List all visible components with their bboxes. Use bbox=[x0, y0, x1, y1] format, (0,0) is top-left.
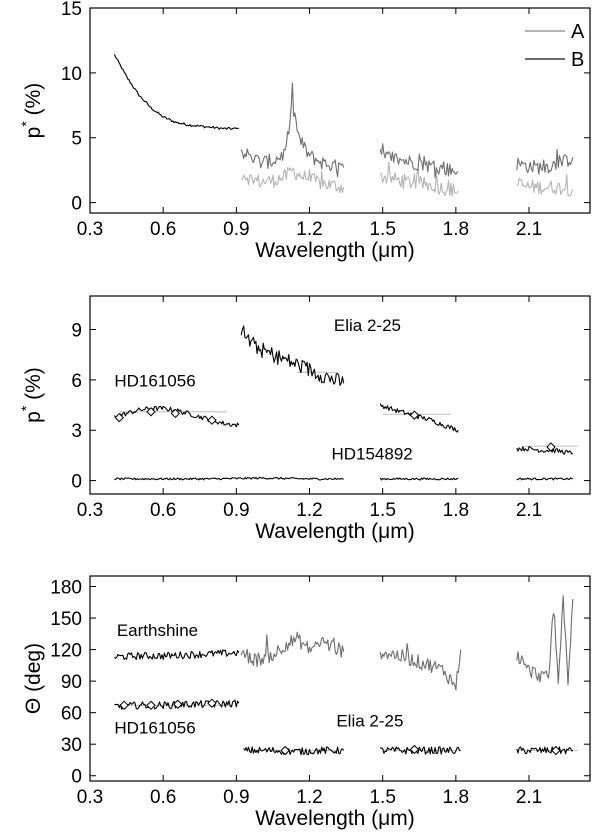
diamond-marker bbox=[280, 745, 290, 756]
series-line-elia-2-25 bbox=[516, 746, 574, 755]
series-line-hd154892 bbox=[114, 476, 344, 481]
bottom-panel: 0.3 0.6 0.9 1.2 1.5 1.8 2.1 0 30 60 90 120 150 180 Wav… bbox=[22, 575, 591, 830]
y-tick-label: 180 bbox=[50, 578, 82, 599]
diamond-marker bbox=[173, 699, 183, 709]
series-line-hd154892 bbox=[516, 477, 574, 481]
x-tick-label: 0.3 bbox=[77, 219, 103, 240]
data-layer bbox=[113, 325, 578, 481]
y-tick-label: 6 bbox=[71, 371, 82, 392]
diamond-marker bbox=[409, 410, 420, 420]
x-axis-title: Wavelength (μm) bbox=[255, 239, 415, 262]
x-tick-label: 2.1 bbox=[516, 500, 542, 521]
legend-label: A bbox=[571, 21, 585, 43]
x-tick-label: 1.5 bbox=[369, 500, 395, 521]
x-tick-label: 1.5 bbox=[369, 219, 395, 240]
series-line-earthshine bbox=[516, 595, 574, 686]
top-panel: 0.3 0.6 0.9 1.2 1.5 1.8 2.1 0 5 10 15 Wavelength (μ… bbox=[18, 0, 591, 262]
y-tick-label: 9 bbox=[71, 321, 82, 342]
x-tick-label: 0.9 bbox=[223, 219, 249, 240]
x-tick-label: 1.8 bbox=[443, 219, 469, 240]
diamond-marker bbox=[114, 412, 124, 423]
series-annotation: HD161056 bbox=[114, 372, 195, 391]
series-annotation: HD161056 bbox=[114, 719, 195, 738]
y-tick-label: 15 bbox=[61, 0, 82, 20]
y-tick-label: 0 bbox=[71, 194, 82, 215]
x-tick-label: 0.6 bbox=[150, 500, 176, 521]
y-tick-label: 90 bbox=[61, 672, 82, 693]
series-line-earthshine bbox=[240, 631, 345, 668]
y-tick-label: 3 bbox=[71, 421, 82, 442]
y-tick-label: 60 bbox=[61, 704, 82, 725]
series-line-a bbox=[516, 174, 574, 197]
series-line-main bbox=[113, 54, 240, 130]
y-tick-label: 5 bbox=[71, 129, 82, 150]
x-tick-label: 0.9 bbox=[223, 787, 249, 808]
x-tick-label: 0.3 bbox=[77, 500, 103, 521]
diamond-marker bbox=[170, 408, 181, 419]
series-line-hd161056 bbox=[379, 403, 459, 433]
series-line-hd154892 bbox=[379, 477, 459, 481]
diamond-marker bbox=[146, 407, 156, 417]
diamond-marker bbox=[207, 415, 217, 425]
diamond-marker bbox=[409, 744, 420, 755]
series-line-elia-2-25 bbox=[240, 325, 345, 386]
x-tick-label: 0.6 bbox=[150, 787, 176, 808]
x-tick-label: 1.8 bbox=[443, 787, 469, 808]
diamond-marker bbox=[119, 700, 129, 711]
x-tick-label: 0.3 bbox=[77, 787, 103, 808]
x-axis-title: Wavelength (μm) bbox=[255, 520, 415, 543]
series-line-b bbox=[240, 82, 345, 178]
legend-label: B bbox=[571, 49, 584, 71]
series-line-b bbox=[516, 148, 574, 175]
series-line-earthshine bbox=[379, 642, 462, 691]
x-tick-label: 1.5 bbox=[369, 787, 395, 808]
diamond-marker bbox=[146, 700, 156, 711]
plot-frame bbox=[89, 295, 591, 495]
series-line-a bbox=[379, 161, 459, 197]
y-tick-label: 0 bbox=[71, 472, 82, 493]
series-line-b bbox=[379, 143, 459, 178]
y-axis-title: p* (%) bbox=[18, 83, 45, 139]
y-axis-title: Θ (deg) bbox=[22, 643, 45, 714]
x-tick-label: 0.9 bbox=[223, 500, 249, 521]
data-layer bbox=[113, 54, 574, 197]
diamond-marker bbox=[546, 442, 556, 452]
data-layer bbox=[114, 595, 578, 756]
x-tick-label: 1.2 bbox=[296, 787, 322, 808]
series-annotation: Elia 2-25 bbox=[334, 316, 401, 335]
series-line-elia-2-25 bbox=[243, 746, 345, 756]
x-tick-label: 2.1 bbox=[516, 219, 542, 240]
y-tick-label: 30 bbox=[61, 735, 82, 756]
x-tick-label: 1.8 bbox=[443, 500, 469, 521]
x-tick-label: 1.2 bbox=[296, 500, 322, 521]
x-tick-label: 2.1 bbox=[516, 787, 542, 808]
series-annotation: HD154892 bbox=[331, 445, 412, 464]
series-line-elia-2-25 bbox=[380, 746, 461, 755]
series-line-a bbox=[240, 167, 345, 194]
x-tick-label: 0.6 bbox=[150, 219, 176, 240]
diamond-marker bbox=[551, 745, 561, 756]
y-tick-label: 150 bbox=[50, 609, 82, 630]
series-annotation: Elia 2-25 bbox=[336, 711, 403, 730]
y-tick-label: 10 bbox=[61, 64, 82, 85]
y-tick-label: 0 bbox=[71, 767, 82, 788]
plot-frame bbox=[89, 7, 591, 214]
middle-panel: 0.3 0.6 0.9 1.2 1.5 1.8 2.1 0 3 6 9 Wavelength (μm)… bbox=[18, 295, 591, 543]
diamond-marker bbox=[207, 698, 217, 708]
series-annotation: Earthshine bbox=[117, 621, 198, 640]
plot-frame bbox=[89, 575, 591, 782]
y-axis-title: p* (%) bbox=[18, 367, 45, 423]
x-axis-title: Wavelength (μm) bbox=[255, 807, 415, 830]
y-tick-label: 120 bbox=[50, 641, 82, 662]
series-line-hd161056 bbox=[516, 446, 573, 455]
x-tick-label: 1.2 bbox=[296, 219, 322, 240]
series-line-earthshine bbox=[114, 649, 240, 661]
